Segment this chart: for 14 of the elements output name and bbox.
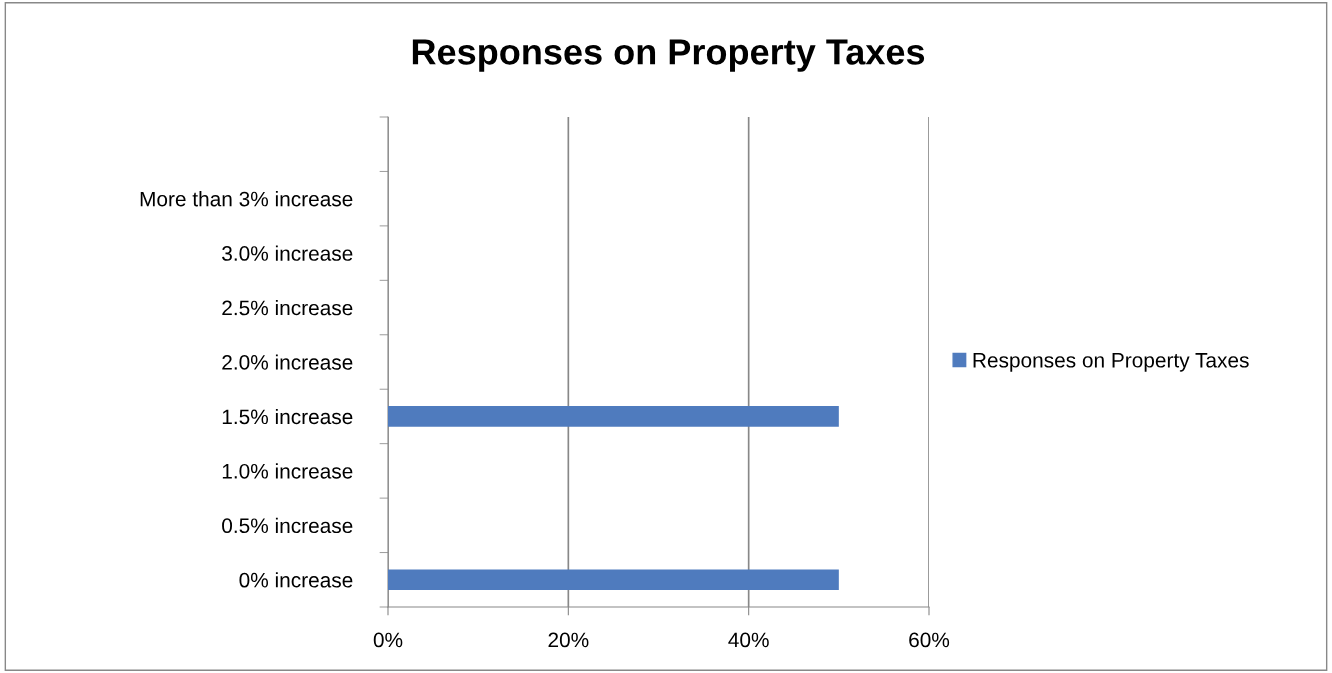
y-tick-label: 1.5% increase	[222, 408, 353, 425]
x-tick-label: 20%	[548, 632, 589, 648]
x-tick-label: 60%	[909, 632, 950, 648]
chart-title: Responses on Property Taxes	[412, 39, 925, 72]
x-tick-label: 0%	[373, 632, 403, 648]
y-tick-label: 0% increase	[239, 572, 353, 588]
y-tick-label: 0.5% increase	[222, 517, 353, 534]
x-tick-label: 40%	[728, 632, 769, 648]
y-tick-label: More than 3% increase	[140, 191, 353, 207]
legend-label: Responses on Property Taxes	[973, 353, 1249, 372]
y-tick-label: 2.5% increase	[222, 300, 353, 316]
y-tick-label: 1.0% increase	[222, 463, 353, 479]
y-tick-label: 3.0% increase	[222, 245, 353, 261]
y-tick-label: 2.0% increase	[222, 354, 353, 370]
